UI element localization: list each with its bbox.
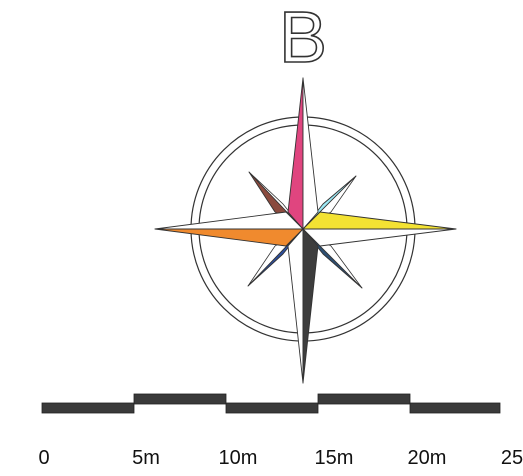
scale-segment bbox=[409, 402, 501, 414]
scale-label-20m: 20m bbox=[407, 447, 447, 469]
scale-segment bbox=[41, 402, 135, 414]
scale-segment bbox=[225, 402, 319, 414]
north-label: B bbox=[278, 0, 328, 78]
north-point-right bbox=[302, 77, 319, 230]
west-point-lower bbox=[154, 228, 304, 247]
south-point-left bbox=[287, 228, 304, 384]
south-point-right bbox=[302, 228, 319, 384]
west-point-upper bbox=[154, 211, 304, 230]
scale-label-0: 0 bbox=[38, 447, 50, 469]
north-point-left bbox=[287, 77, 304, 230]
scale-label-10m: 10m bbox=[218, 447, 258, 469]
east-point-lower bbox=[302, 228, 457, 247]
east-point-upper bbox=[302, 211, 457, 230]
scale-label-25: 25 bbox=[500, 447, 523, 469]
scale-bar bbox=[41, 393, 501, 414]
scale-segment bbox=[317, 393, 411, 405]
scale-label-5m: 5m bbox=[132, 447, 160, 469]
scale-label-15m: 15m bbox=[314, 447, 354, 469]
scale-segment bbox=[133, 393, 227, 405]
